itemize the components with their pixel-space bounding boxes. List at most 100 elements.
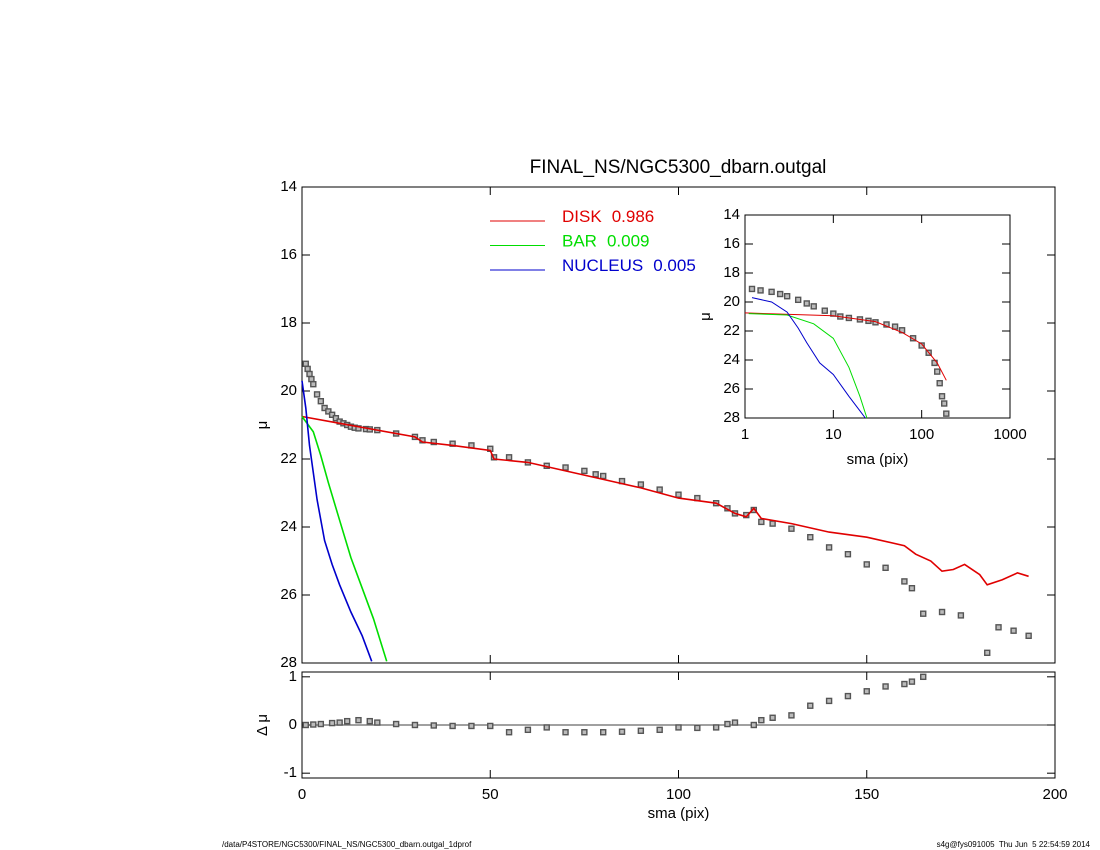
- data-point: [794, 296, 802, 304]
- y-tick-label: 14: [723, 206, 740, 223]
- data-point: [776, 290, 784, 298]
- data-point: [355, 716, 362, 724]
- model-line: [748, 313, 868, 419]
- model-line: [301, 416, 388, 662]
- x-axis-label: sma (pix): [847, 451, 909, 468]
- data-point: [310, 721, 317, 728]
- plot-frame: [744, 214, 1011, 419]
- y-tick-label: 22: [723, 322, 740, 339]
- y-tick-label: 22: [280, 450, 297, 467]
- legend-label: NUCLEUS 0.005: [562, 256, 696, 275]
- y-tick-label: 20: [280, 382, 297, 399]
- data-point: [908, 585, 916, 592]
- data-point: [943, 410, 950, 417]
- x-tick-label: 50: [482, 786, 499, 803]
- data-point: [844, 692, 852, 700]
- data-point: [825, 697, 833, 705]
- data-point: [908, 678, 916, 685]
- data-point: [343, 717, 351, 725]
- data-point: [788, 712, 795, 719]
- data-point: [694, 724, 701, 732]
- data-point: [317, 398, 325, 405]
- data-point: [883, 321, 890, 328]
- y-tick-label: 24: [723, 351, 740, 368]
- data-point: [936, 380, 943, 387]
- data-point: [938, 393, 946, 400]
- data-point: [825, 544, 833, 551]
- footer-left: /data/P4STORE/NGC5300/FINAL_NS/NGC5300_d…: [222, 840, 472, 849]
- data-point: [1010, 627, 1017, 634]
- y-tick-label: 28: [723, 409, 740, 426]
- data-point: [581, 467, 588, 475]
- data-point: [712, 724, 720, 731]
- data-point: [934, 368, 941, 375]
- y-tick-label: 14: [280, 178, 297, 195]
- data-point: [505, 454, 513, 461]
- data-point: [302, 360, 309, 367]
- data-point: [562, 729, 569, 736]
- data-point: [449, 722, 456, 730]
- data-point: [302, 721, 309, 729]
- data-point: [1025, 632, 1032, 639]
- data-point: [882, 564, 889, 571]
- data-point: [769, 714, 776, 721]
- data-point: [392, 720, 400, 728]
- x-tick-label: 0: [298, 786, 306, 803]
- x-tick-label: 1: [741, 426, 749, 443]
- data-point: [308, 375, 315, 383]
- data-point: [306, 370, 313, 378]
- data-point: [724, 720, 731, 728]
- data-point: [920, 610, 927, 617]
- data-point: [618, 728, 626, 735]
- data-point: [543, 724, 550, 731]
- y-tick-label: 24: [280, 518, 297, 535]
- legend-fraction: 0.986: [612, 207, 655, 226]
- data-point: [783, 293, 791, 300]
- x-tick-label: 1000: [993, 426, 1026, 443]
- legend-fraction: 0.005: [653, 256, 696, 275]
- data-point: [882, 683, 889, 690]
- data-point: [757, 287, 764, 294]
- data-point: [758, 518, 765, 526]
- data-point: [863, 688, 870, 695]
- y-tick-label: -1: [284, 764, 297, 781]
- data-point: [995, 624, 1002, 631]
- legend-label: BAR 0.009: [562, 232, 650, 251]
- legend-label: DISK 0.986: [562, 207, 654, 226]
- data-point: [758, 716, 765, 724]
- data-point: [748, 285, 756, 293]
- footer-right: s4g@fys091005 Thu Jun 5 22:54:59 2014: [937, 840, 1091, 849]
- data-point: [821, 307, 828, 314]
- model-line: [301, 415, 1029, 586]
- data-point: [901, 680, 908, 688]
- data-point: [600, 472, 607, 480]
- legend-name: NUCLEUS: [562, 256, 643, 275]
- x-tick-label: 100: [666, 786, 691, 803]
- data-point: [430, 438, 437, 446]
- data-point: [941, 400, 948, 407]
- data-point: [321, 404, 328, 412]
- data-point: [675, 491, 682, 498]
- data-point: [600, 729, 607, 736]
- data-point: [487, 722, 494, 730]
- data-point: [468, 722, 475, 730]
- y-tick-label: 26: [723, 380, 740, 397]
- y-axis-label: μ: [697, 312, 714, 321]
- data-point: [750, 721, 757, 729]
- data-point: [562, 464, 569, 471]
- data-point: [325, 408, 332, 415]
- data-point: [957, 612, 965, 619]
- data-point: [810, 303, 817, 310]
- data-point: [336, 719, 343, 726]
- y-tick-label: 16: [723, 235, 740, 252]
- data-point: [430, 722, 437, 729]
- data-point: [788, 525, 795, 532]
- data-point: [505, 729, 513, 736]
- data-point: [656, 486, 663, 493]
- data-point: [769, 520, 776, 527]
- data-point: [304, 365, 311, 373]
- data-point: [920, 673, 927, 681]
- data-point: [844, 551, 852, 558]
- model-line: [744, 312, 947, 381]
